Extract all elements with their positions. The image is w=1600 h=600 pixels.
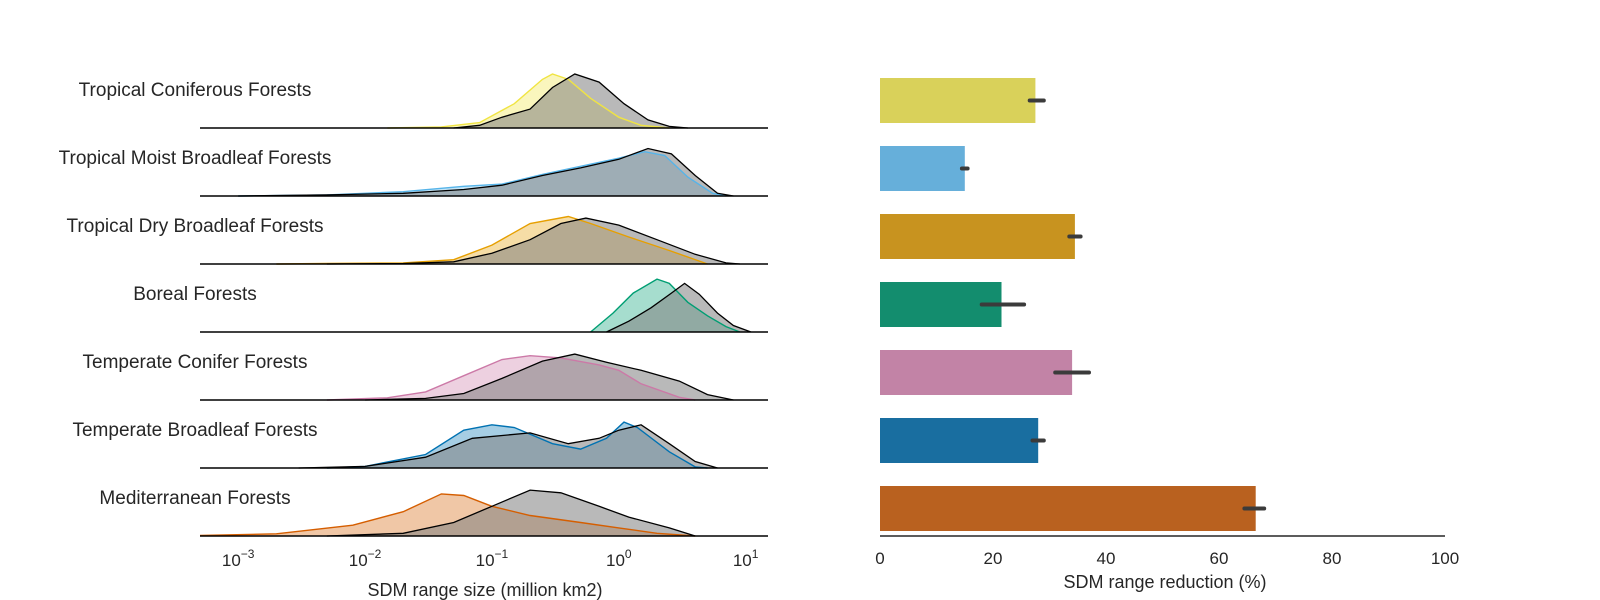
reference-density-line-tropical-dry-broadleaf-forests [326, 217, 740, 265]
ridge-row-tropical-moist-broadleaf-forests: Tropical Moist Broadleaf Forests [59, 147, 768, 197]
bar-tropical-moist-broadleaf-forests [880, 146, 965, 191]
bar-tropical-coniferous-forests [880, 78, 1036, 123]
bar-temperate-conifer-forests [880, 350, 1073, 395]
density-line-temperate-conifer-forests [326, 354, 696, 401]
ridgeline-panel: Tropical Coniferous Forests Tropical Mois… [59, 73, 768, 570]
bar-x-tick-label: 0 [875, 549, 884, 568]
density-line-temperate-broadleaf-forests [326, 421, 708, 469]
reference-density-line-boreal-forests [606, 282, 752, 333]
ridge-label-mediterranean-forests: Mediterranean Forests [99, 488, 290, 509]
bar-mediterranean-forests [880, 486, 1256, 531]
reference-density-line-tropical-moist-broadleaf-forests [238, 147, 734, 197]
bar-x-tick-label: 100 [1431, 549, 1459, 568]
density-line-tropical-coniferous-forests [387, 73, 670, 129]
bar-tropical-dry-broadleaf-forests [880, 214, 1075, 259]
reference-density-fill-mediterranean-forests [326, 490, 696, 536]
ridge-row-temperate-broadleaf-forests: Temperate Broadleaf Forests [72, 420, 768, 469]
density-line-tropical-moist-broadleaf-forests [238, 150, 727, 197]
ridge-x-tick-label: 10−1 [476, 547, 509, 570]
ridge-row-tropical-dry-broadleaf-forests: Tropical Dry Broadleaf Forests [67, 215, 768, 265]
ridge-label-boreal-forests: Boreal Forests [133, 284, 257, 305]
ridge-x-tick-label: 101 [733, 547, 759, 570]
bar-x-axis-label: SDM range reduction (%) [1063, 572, 1266, 592]
reference-density-fill-tropical-moist-broadleaf-forests [238, 148, 734, 196]
reference-density-line-mediterranean-forests [326, 489, 696, 537]
ridge-label-tropical-coniferous-forests: Tropical Coniferous Forests [79, 80, 312, 101]
ridge-x-axis-label: SDM range size (million km2) [367, 580, 602, 600]
ridge-x-tick-label: 10−2 [349, 547, 382, 570]
bar-temperate-broadleaf-forests [880, 418, 1039, 463]
bar-x-tick-label: 20 [984, 549, 1003, 568]
bar-panel: 0 20 40 60 80 100 [875, 78, 1459, 568]
ridge-label-tropical-dry-broadleaf-forests: Tropical Dry Broadleaf Forests [67, 216, 324, 237]
density-line-mediterranean-forests [199, 493, 696, 537]
reference-density-line-temperate-conifer-forests [365, 353, 734, 401]
bar-x-tick-label: 60 [1210, 549, 1229, 568]
ridge-x-tick-label: 100 [606, 547, 632, 570]
reference-density-fill-temperate-conifer-forests [365, 354, 734, 400]
reference-density-fill-temperate-broadleaf-forests [298, 424, 718, 468]
ridge-label-temperate-conifer-forests: Temperate Conifer Forests [83, 352, 308, 373]
bar-x-tick-label: 80 [1323, 549, 1342, 568]
ridge-row-temperate-conifer-forests: Temperate Conifer Forests [83, 352, 768, 401]
ridge-x-tick-label: 10−3 [222, 547, 255, 570]
reference-density-line-temperate-broadleaf-forests [298, 424, 718, 469]
bar-x-tick-label: 40 [1097, 549, 1116, 568]
ridge-label-temperate-broadleaf-forests: Temperate Broadleaf Forests [72, 420, 317, 441]
density-line-boreal-forests [590, 278, 741, 333]
reference-density-fill-tropical-dry-broadleaf-forests [326, 218, 740, 264]
ridge-row-mediterranean-forests: Mediterranean Forests [99, 488, 768, 537]
ridge-label-tropical-moist-broadleaf-forests: Tropical Moist Broadleaf Forests [59, 148, 332, 169]
reference-density-line-tropical-coniferous-forests [453, 73, 688, 129]
ridge-row-boreal-forests: Boreal Forests [133, 278, 768, 333]
ridge-row-tropical-coniferous-forests: Tropical Coniferous Forests [79, 73, 768, 129]
